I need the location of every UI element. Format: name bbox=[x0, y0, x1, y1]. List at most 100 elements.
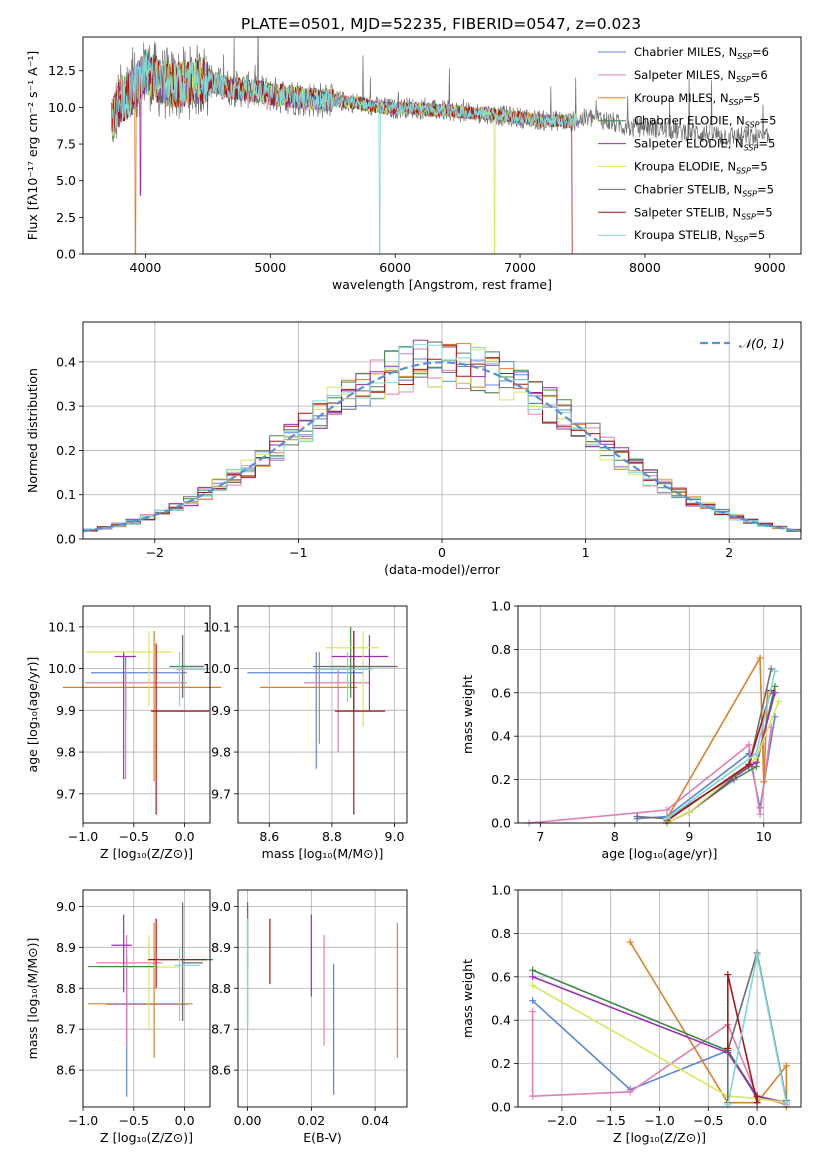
plot-area bbox=[529, 938, 790, 1111]
y-tick-label: 0.4 bbox=[491, 1013, 511, 1028]
panel-weight-vs-z: −2.0 −1.5 −1.0 −0.5 0.0 0.0 0.2 0.4 0.6 0.8 1.0 Z [… bbox=[460, 883, 802, 1145]
x-tick-label: 2 bbox=[725, 545, 733, 560]
weight-point bbox=[663, 806, 671, 814]
y-tick-label: 9.7 bbox=[56, 786, 76, 801]
panel-age-vs-z: −1.0 −0.5 0.0 9.7 9.8 9.9 10.0 10.1 Z [log₁₀(Z/Z… bbox=[25, 605, 222, 861]
figure-title: PLATE=0501, MJD=52235, FIBERID=0547, z=0… bbox=[241, 15, 641, 33]
weight-line bbox=[666, 690, 772, 822]
panel-mass-vs-z: −1.0 −0.5 0.0 8.6 8.7 8.8 8.9 9.0 Z [log₁₀(Z/Z⊙)… bbox=[25, 889, 214, 1145]
x-tick-label: 7000 bbox=[504, 260, 536, 275]
y-tick-label: 0.0 bbox=[491, 816, 511, 831]
weight-point bbox=[771, 689, 779, 697]
weight-point bbox=[782, 1099, 790, 1107]
weight-point bbox=[775, 697, 783, 705]
weight-point bbox=[745, 760, 753, 768]
weight-point bbox=[626, 938, 634, 946]
axes-frame bbox=[517, 889, 802, 1108]
y-tick-label: 0.2 bbox=[491, 772, 511, 787]
weight-point bbox=[529, 973, 537, 981]
y-axis-label: Normed distribution bbox=[25, 368, 40, 493]
legend-label: Kroupa STELIB, NSSP=5 bbox=[634, 228, 765, 244]
y-tick-label: 8.6 bbox=[56, 1063, 76, 1078]
x-tick-label: 0.00 bbox=[234, 1113, 262, 1128]
plot-area bbox=[247, 626, 398, 815]
plot-area bbox=[88, 902, 214, 1097]
weight-point bbox=[753, 1092, 761, 1100]
y-tick-label: 9.9 bbox=[56, 703, 76, 718]
axes-frame bbox=[82, 889, 211, 1108]
weight-point bbox=[529, 1092, 537, 1100]
weight-point bbox=[760, 778, 768, 786]
y-axis-label: Flux [fλ10⁻¹⁷ erg cm⁻² s⁻¹ A⁻¹] bbox=[25, 51, 40, 240]
x-tick-label: 0.02 bbox=[297, 1113, 325, 1128]
panel-spectrum: 4000 5000 6000 7000 8000 9000 0.0 2.5 5.0 7.5 10.0… bbox=[25, 36, 802, 292]
y-tick-label: 5.0 bbox=[56, 173, 76, 188]
x-tick-label: 0.04 bbox=[361, 1113, 389, 1128]
x-axis-label: mass [log₁₀(M/M⊙)] bbox=[262, 846, 384, 861]
x-tick-label: 8 bbox=[611, 829, 619, 844]
weight-line bbox=[532, 984, 787, 1104]
x-tick-label: −1.0 bbox=[68, 1113, 98, 1128]
y-tick-label: 10.1 bbox=[48, 619, 76, 634]
x-axis-label: (data-model)/error bbox=[384, 562, 501, 577]
x-axis-label: age [log₁₀(age/yr)] bbox=[602, 846, 718, 861]
weight-point bbox=[771, 682, 779, 690]
weight-point bbox=[529, 1008, 537, 1016]
weight-point bbox=[529, 981, 537, 989]
y-tick-label: 0.0 bbox=[56, 247, 76, 262]
x-tick-label: −1.5 bbox=[596, 1113, 626, 1128]
weight-point bbox=[782, 1062, 790, 1070]
x-tick-label: −0.5 bbox=[119, 829, 149, 844]
axes-frame bbox=[237, 605, 408, 824]
plot-area bbox=[83, 339, 801, 534]
x-tick-label: 7 bbox=[536, 829, 544, 844]
y-tick-label: 0.0 bbox=[491, 1100, 511, 1115]
spectrum-line-salpeter-stelib bbox=[111, 55, 573, 254]
legend-label: Salpeter ELODIE, NSSP=5 bbox=[634, 137, 775, 153]
x-tick-label: 1 bbox=[582, 545, 590, 560]
x-tick-label: −0.5 bbox=[119, 1113, 149, 1128]
y-tick-label: 8.8 bbox=[56, 981, 76, 996]
weight-line bbox=[666, 655, 769, 820]
x-axis-label: Z [log₁₀(Z/Z⊙)] bbox=[100, 846, 193, 861]
y-tick-label: 8.7 bbox=[211, 1022, 231, 1037]
x-tick-label: 0.0 bbox=[175, 829, 195, 844]
weight-point bbox=[771, 667, 779, 675]
y-tick-label: 0.6 bbox=[491, 969, 511, 984]
y-tick-label: 8.6 bbox=[211, 1063, 231, 1078]
y-tick-label: 0.2 bbox=[491, 1056, 511, 1071]
plot-area bbox=[525, 654, 783, 827]
weight-line bbox=[637, 668, 772, 820]
weight-point bbox=[685, 808, 693, 816]
weight-point bbox=[626, 1088, 634, 1096]
x-tick-label: −0.5 bbox=[693, 1113, 723, 1128]
x-tick-label: −1.0 bbox=[68, 829, 98, 844]
y-tick-label: 8.9 bbox=[211, 940, 231, 955]
y-tick-label: 8.9 bbox=[56, 940, 76, 955]
x-tick-label: 8000 bbox=[629, 260, 661, 275]
legend-label: Chabrier STELIB, NSSP=5 bbox=[634, 182, 774, 198]
y-tick-label: 10.0 bbox=[203, 661, 231, 676]
legend-label: Chabrier MILES, NSSP=6 bbox=[634, 45, 769, 61]
panel-age-vs-mass: 8.6 8.8 9.0 9.7 9.8 9.9 10.0 10.1 mass [log₁₀(M/… bbox=[203, 605, 408, 861]
axes-frame bbox=[237, 889, 408, 1108]
y-tick-label: 9.0 bbox=[211, 899, 231, 914]
plot-area bbox=[111, 37, 770, 254]
weight-point bbox=[745, 741, 753, 749]
y-tick-label: 1.0 bbox=[491, 599, 511, 614]
weight-line bbox=[532, 976, 787, 1104]
weight-point bbox=[756, 810, 764, 818]
y-tick-label: 0.6 bbox=[491, 685, 511, 700]
x-tick-label: 9 bbox=[685, 829, 693, 844]
x-axis-label: wavelength [Angstrom, rest frame] bbox=[332, 277, 552, 292]
x-tick-label: −1.0 bbox=[644, 1113, 674, 1128]
y-tick-label: 7.5 bbox=[56, 137, 76, 152]
y-axis-label: age [log₁₀(age/yr)] bbox=[25, 657, 40, 773]
legend-label: Kroupa ELODIE, NSSP=5 bbox=[634, 160, 768, 176]
x-tick-label: 0.0 bbox=[747, 1113, 767, 1128]
y-tick-label: 10.0 bbox=[48, 661, 76, 676]
y-tick-label: 0.1 bbox=[56, 487, 76, 502]
legend-label: Chabrier ELODIE, NSSP=5 bbox=[634, 114, 776, 130]
weight-point bbox=[633, 812, 641, 820]
